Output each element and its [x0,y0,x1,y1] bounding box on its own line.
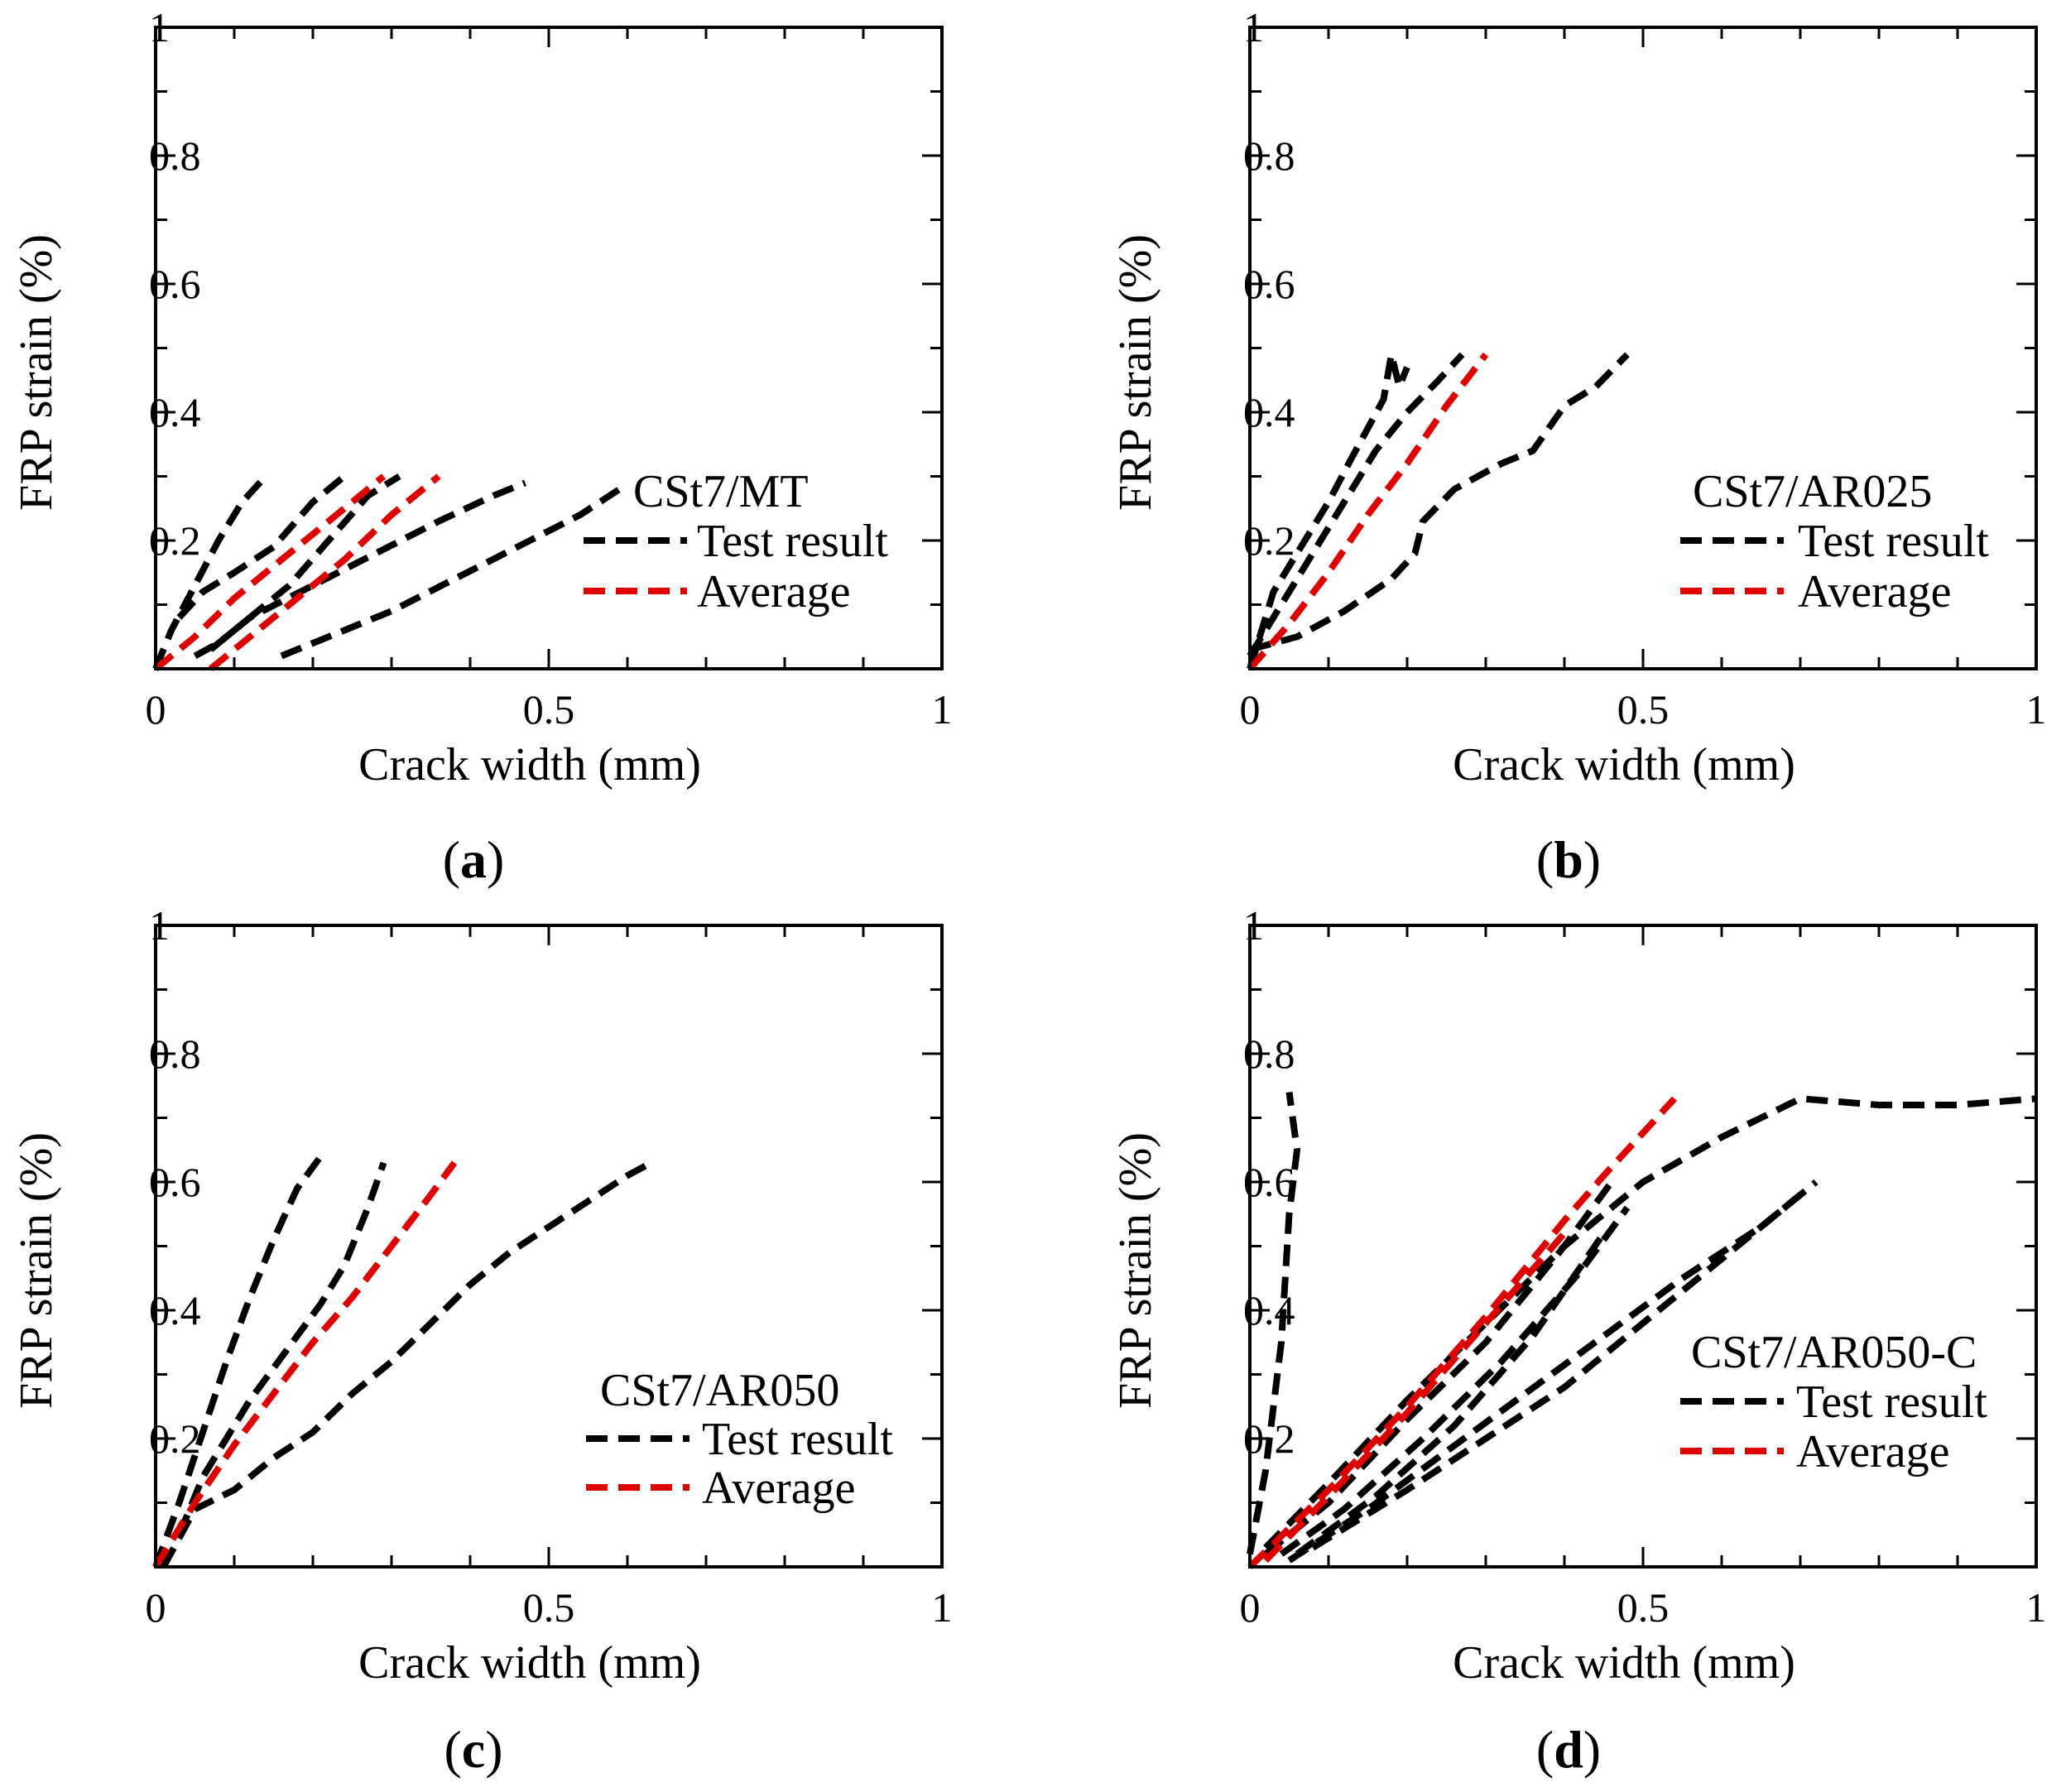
y-tick-label: 0.2 [1243,1415,1295,1462]
y-tick-label: 0.8 [1243,1031,1295,1077]
axes-frame [1248,924,2038,1569]
y-tick-label: 0.6 [149,1159,201,1205]
y-tick-label: 1 [149,902,170,949]
y-tick-label: 0.4 [1243,389,1295,435]
y-tick-label: 0.4 [1243,1287,1295,1333]
series-line-average [208,473,441,672]
x-tick-label: 0.5 [1617,686,1670,733]
series-line-test-result [1247,1091,1300,1555]
plot-area: 0.2 0.4 0.6 0.8 1 0 0.5 1 [146,902,953,1631]
x-tick-label: 0 [1240,686,1261,733]
series-line-test-result [1279,1205,1631,1557]
y-tick-label: 1 [1243,902,1264,949]
series-line-test-result [208,479,527,652]
axes-frame [154,26,944,670]
series-line-test-result [160,1160,653,1569]
x-axis-label: Crack width (mm) [358,1637,701,1689]
y-tick-label: 0.6 [1243,261,1295,307]
series-line-test-result [1247,352,1465,658]
x-tick-label: 0 [1240,1584,1261,1631]
legend-label-test: Test result [697,516,888,567]
panel-b: FRP strain (%) Crack width (mm) 0.20.40.… [1110,4,2047,889]
x-axis-label: Crack width (mm) [1453,1637,1795,1689]
y-tick-label: 1 [149,4,170,50]
x-tick-label: 1 [2026,686,2047,733]
legend-label-average: Average [1798,566,1952,617]
series-line-test-result [1263,1095,2037,1550]
x-tick-label: 1 [2026,1584,2047,1631]
caption-d: (d) [1536,1720,1601,1779]
axes-frame [1248,26,2038,670]
y-axis-label: FRP strain (%) [11,234,62,511]
legend-label-test: Test result [702,1414,893,1465]
x-tick-label: 0.5 [523,1584,575,1631]
y-tick-label: 1 [1243,4,1264,50]
legend-label-test: Test result [1798,516,1989,567]
series-line-test-result [152,1154,324,1569]
plot-area: 0.2 0.4 0.6 0.8 1 0 0.5 1 [1240,4,2047,733]
series-line-average [1247,1096,1677,1569]
panel-c: FRP strain (%) Crack width (mm) 0.20.40.… [11,902,953,1779]
series-line-test-result [1248,352,1630,653]
caption-a: (a) [443,830,505,889]
panel-d: FRP strain (%) Crack width (mm) 0.20.40.… [1110,902,2047,1779]
series-line-average [152,1160,458,1569]
y-tick-label: 0.2 [149,1415,201,1462]
axes-frame [154,924,944,1569]
y-tick-label: 0.8 [149,132,201,179]
y-axis-label: FRP strain (%) [11,1132,62,1409]
legend-label-test: Test result [1796,1376,1987,1428]
y-tick-label: 0.8 [1243,132,1295,179]
x-axis-label: Crack width (mm) [1453,739,1795,790]
x-tick-label: 0.5 [523,686,575,733]
x-tick-label: 1 [932,686,953,733]
series-line-test-result [1295,1231,1607,1557]
caption-b: (b) [1536,830,1601,889]
legend-title: CSt7/AR050-C [1691,1327,1977,1378]
plot-area: 0.2 0.4 0.6 0.8 1 0 0.5 1 [1240,902,2047,1631]
y-tick-label: 0.6 [1243,1159,1295,1205]
y-tick-label: 0.6 [149,261,201,307]
series-line-test-result [152,473,268,670]
y-tick-label: 0.8 [149,1031,201,1077]
x-tick-label: 0 [146,1584,166,1631]
legend-label-average: Average [702,1463,856,1514]
legend-title: CSt7/AR050 [600,1365,839,1416]
series-line-test-result [280,486,622,660]
legend-title: CSt7/AR025 [1693,466,1932,517]
legend-label-average: Average [1796,1426,1950,1477]
y-tick-label: 0.4 [149,1287,201,1333]
series-line-average [1247,352,1489,671]
y-tick-label: 0.4 [149,389,201,435]
plot-area: 0.2 0.4 0.6 0.8 1 0 0.5 1 [146,4,953,733]
series-line-test-result [193,473,401,660]
x-axis-label: Crack width (mm) [358,739,701,790]
x-tick-label: 0.5 [1617,1584,1670,1631]
series-line-average [1263,1231,1568,1564]
x-tick-label: 0 [146,686,166,733]
series-line-average [153,473,387,672]
series-line-test-result [1247,351,1410,670]
panel-a: FRP strain (%) Crack width (mm) 0.20.40.… [11,4,953,889]
caption-c: (c) [444,1720,502,1779]
y-axis-label: FRP strain (%) [1110,234,1161,511]
x-tick-label: 1 [932,1584,953,1631]
y-tick-label: 0.2 [149,517,201,564]
series-line-test-result [175,1161,387,1536]
legend-label-average: Average [697,566,851,617]
series-line-test-result [1310,1192,1803,1551]
y-tick-label: 0.2 [1243,517,1295,564]
legend-title: CSt7/MT [633,466,809,517]
y-axis-label: FRP strain (%) [1110,1132,1161,1409]
